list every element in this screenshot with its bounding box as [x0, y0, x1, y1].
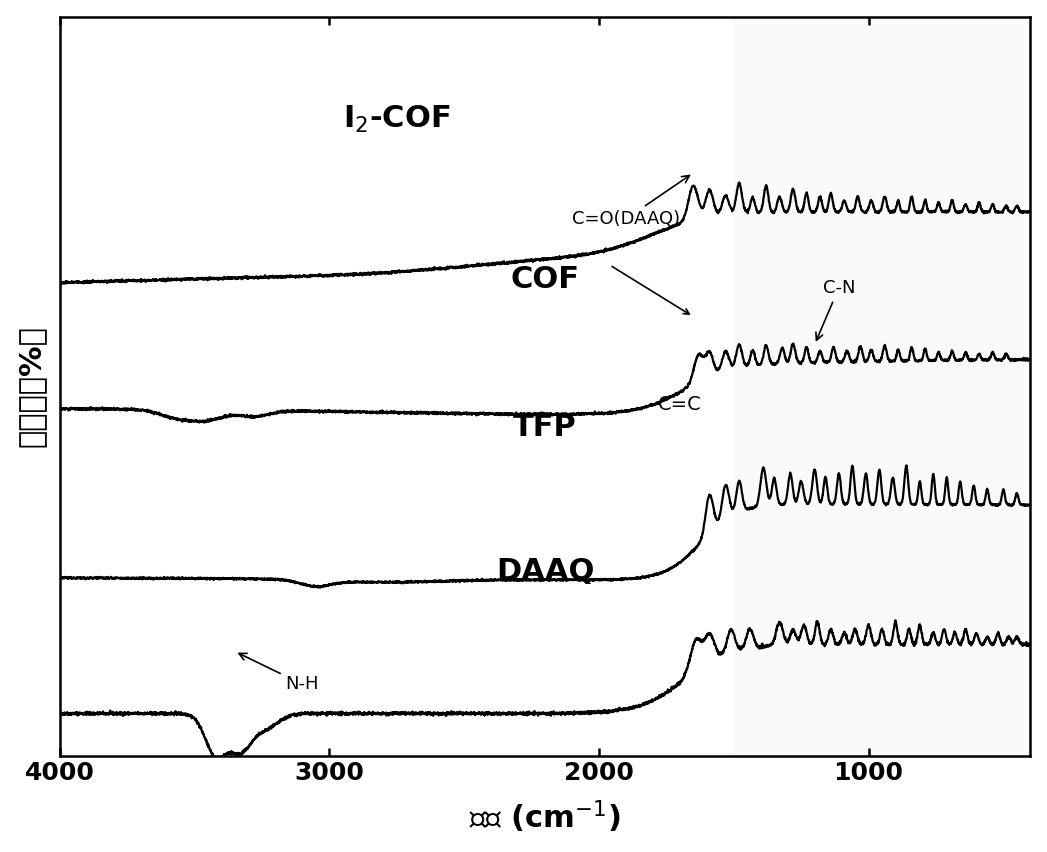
- Text: I$_2$-COF: I$_2$-COF: [343, 104, 450, 135]
- Text: C=C: C=C: [658, 395, 701, 414]
- Y-axis label: 透过率（%）: 透过率（%）: [17, 325, 46, 447]
- Text: C=O(DAAQ): C=O(DAAQ): [572, 176, 689, 228]
- Text: DAAQ: DAAQ: [496, 557, 594, 586]
- Text: N-H: N-H: [239, 653, 319, 694]
- Text: C-N: C-N: [816, 279, 855, 340]
- Text: COF: COF: [511, 265, 579, 294]
- Bar: [734, 17, 1030, 756]
- X-axis label: 波数 (cm$^{-1}$): 波数 (cm$^{-1}$): [469, 799, 621, 835]
- Text: TFP: TFP: [513, 413, 577, 442]
